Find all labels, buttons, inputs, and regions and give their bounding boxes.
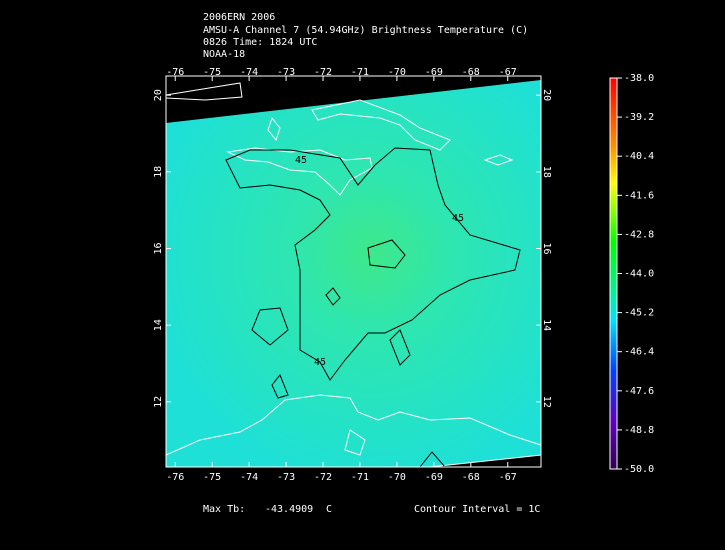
max-unit: C (326, 504, 332, 515)
x-tick-label-bottom: -73 (277, 472, 295, 483)
contour-label: 45 (295, 155, 307, 166)
x-tick-label-bottom: -69 (425, 472, 443, 483)
colorbar-tick-label: -46.4 (624, 347, 654, 358)
x-tick-label-top: -76 (166, 67, 184, 78)
title-line: 2006ERN 2006 (203, 12, 275, 23)
x-tick-label-top: -71 (351, 67, 369, 78)
y-tick-label-left: 20 (153, 89, 164, 101)
title-line: 0826 Time: 1824 UTC (203, 37, 317, 48)
x-tick-label-bottom: -67 (499, 472, 517, 483)
colorbar-tick-label: -40.4 (624, 151, 654, 162)
y-tick-label-right: 18 (541, 166, 552, 178)
colorbar-tick-label: -41.6 (624, 190, 654, 201)
x-tick-label-bottom: -75 (203, 472, 221, 483)
contour-interval: Contour Interval = 1C (414, 504, 540, 515)
colorbar-tick-label: -50.0 (624, 464, 654, 475)
title-block: 2006ERN 2006 AMSU-A Channel 7 (54.94GHz)… (203, 12, 528, 60)
x-tick-label-top: -75 (203, 67, 221, 78)
x-tick-label-top: -69 (425, 67, 443, 78)
x-tick-label-top: -67 (499, 67, 517, 78)
colorbar-scale (609, 77, 618, 470)
x-tick-label-top: -68 (462, 67, 480, 78)
y-tick-label-right: 20 (541, 89, 552, 101)
y-tick-label-left: 16 (153, 242, 164, 254)
x-tick-label-top: -73 (277, 67, 295, 78)
colorbar-tick-label: -45.2 (624, 308, 654, 319)
colorbar-tick-label: -44.0 (624, 269, 654, 280)
x-tick-label-bottom: -70 (388, 472, 406, 483)
x-tick-label-bottom: -68 (462, 472, 480, 483)
map-frame (165, 75, 542, 468)
colorbar-tick-label: -39.2 (624, 112, 654, 123)
contours (225, 147, 521, 468)
contour-label: 45 (452, 213, 464, 224)
contour-label: 45 (314, 357, 326, 368)
y-tick-label-left: 18 (153, 166, 164, 178)
colorbar-tick-label: -38.0 (624, 73, 654, 84)
colorbar (609, 77, 618, 470)
max-value: -43.4909 (265, 504, 313, 515)
x-tick-label-bottom: -74 (240, 472, 258, 483)
y-tick-label-left: 14 (153, 319, 164, 331)
x-tick-label-bottom: -71 (351, 472, 369, 483)
title-line: NOAA-18 (203, 49, 245, 60)
colorbar-tick-label: -42.8 (624, 229, 654, 240)
x-tick-label-top: -72 (314, 67, 332, 78)
colorbar-tick-label: -48.8 (624, 425, 654, 436)
footer: Max Tb: -43.4909 C Contour Interval = 1C (203, 504, 540, 515)
y-tick-label-right: 14 (541, 319, 552, 331)
max-label: Max Tb: (203, 504, 245, 515)
y-tick-label-left: 12 (153, 396, 164, 408)
x-tick-label-top: -74 (240, 67, 258, 78)
title-line: AMSU-A Channel 7 (54.94GHz) Brightness T… (203, 25, 528, 36)
x-tick-label-bottom: -76 (166, 472, 184, 483)
y-tick-label-right: 12 (541, 396, 552, 408)
map: 45 45 45 (165, 75, 542, 468)
swath (166, 80, 541, 467)
x-tick-label-top: -70 (388, 67, 406, 78)
x-tick-label-bottom: -72 (314, 472, 332, 483)
y-tick-label-right: 16 (541, 242, 552, 254)
colorbar-tick-label: -47.6 (624, 386, 654, 397)
